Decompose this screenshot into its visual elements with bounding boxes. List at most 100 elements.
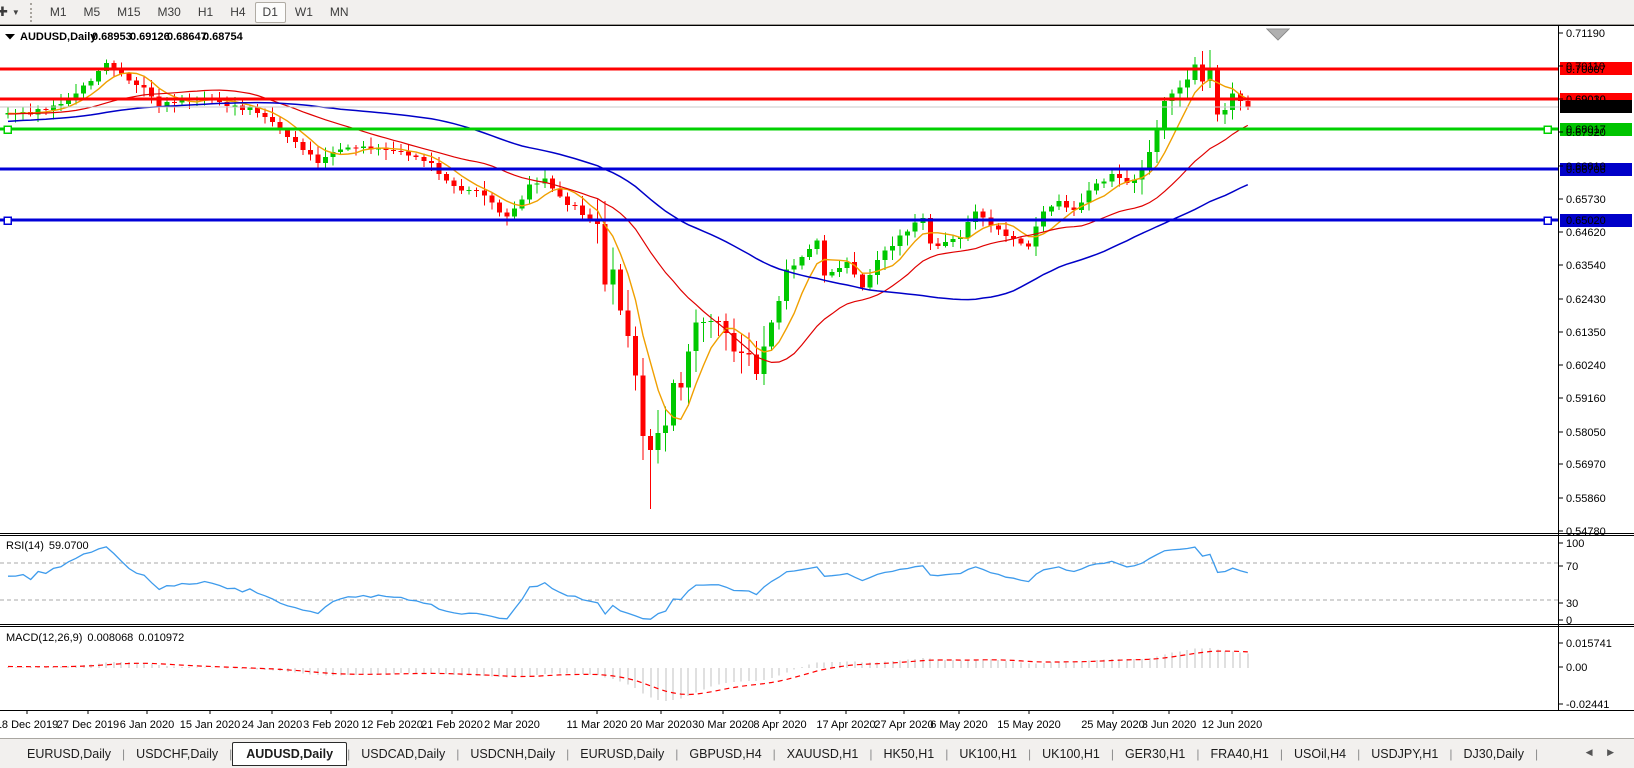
tab-separator: |	[566, 746, 570, 761]
tab-separator: |	[1449, 746, 1453, 761]
candle	[633, 336, 638, 376]
candle	[557, 188, 563, 197]
candle	[118, 67, 124, 74]
candle	[73, 93, 79, 99]
candle	[270, 117, 276, 123]
chart-collapse-icon[interactable]	[5, 34, 15, 40]
candle	[50, 105, 56, 110]
date-axis-label: 12 Feb 2020	[361, 719, 423, 731]
tab-separator: |	[675, 746, 679, 761]
candle	[1124, 178, 1130, 183]
timeframe-button-m30[interactable]: M30	[157, 4, 181, 19]
macd-signal-line	[7, 650, 1248, 696]
candle	[481, 190, 487, 196]
candle	[398, 151, 404, 152]
chart-tab-fra40-h1[interactable]: FRA40,H1	[1210, 746, 1269, 761]
chart-tab-hk50-h1[interactable]: HK50,H1	[883, 746, 935, 761]
candle	[323, 157, 328, 164]
chart-tab-gbpusd-h4[interactable]: GBPUSD,H4	[689, 746, 762, 761]
candle	[655, 433, 661, 450]
candle	[1169, 93, 1175, 101]
candle	[527, 184, 533, 200]
chart-tab-uk100-h1[interactable]: UK100,H1	[959, 746, 1017, 761]
candle	[716, 320, 722, 322]
tab-separator: |	[1028, 746, 1032, 761]
timeframe-button-m15[interactable]: M15	[117, 4, 141, 19]
candle	[617, 269, 623, 311]
timeframe-button-w1[interactable]: W1	[294, 4, 313, 19]
candle	[1011, 236, 1016, 239]
date-axis-label: 8 Apr 2020	[753, 719, 806, 731]
date-axis-label: 2 Mar 2020	[484, 719, 540, 731]
candle	[1109, 173, 1115, 182]
rsi-panel: 100 70 30 0	[0, 538, 1584, 627]
date-axis-label: 21 Feb 2020	[421, 719, 483, 731]
chart-tab-usdcnh-daily[interactable]: USDCNH,Daily	[470, 746, 556, 761]
chart-tab-audusd-daily[interactable]: AUDUSD,Daily	[232, 741, 348, 766]
date-axis-label: 15 Jan 2020	[180, 719, 241, 731]
chart-title-low: 0.68647	[167, 31, 207, 43]
tool-dropdown-caret-icon[interactable]: ▼	[11, 7, 20, 17]
candle	[277, 122, 283, 131]
tabs-scroll-nav: ◀ ▶	[1586, 747, 1620, 758]
price-badge-label: 0.68754	[1566, 102, 1606, 114]
timeframe-button-h4[interactable]: H4	[230, 4, 246, 19]
level-handle[interactable]	[3, 216, 12, 225]
candle	[874, 260, 880, 275]
chart-tab-usoil-h4[interactable]: USOil,H4	[1294, 746, 1347, 761]
candle	[1245, 100, 1251, 107]
chart-title-close: 0.68754	[203, 31, 244, 43]
chart-tab-usdchf-daily[interactable]: USDCHF,Daily	[136, 746, 219, 761]
candle	[345, 147, 351, 150]
candle	[428, 161, 434, 164]
candle	[882, 250, 888, 261]
candle	[103, 63, 109, 72]
chart-tab-uk100-h1[interactable]: UK100,H1	[1042, 746, 1100, 761]
panel-frames	[0, 25, 1634, 711]
level-handle[interactable]	[3, 125, 12, 134]
candle	[35, 108, 41, 115]
date-axis-label: 15 May 2020	[997, 719, 1061, 731]
timeframe-button-m5[interactable]: M5	[83, 4, 101, 19]
candle	[950, 239, 956, 242]
candle	[602, 223, 608, 285]
level-handle[interactable]	[1543, 125, 1552, 134]
candle	[1154, 129, 1160, 152]
candle	[1237, 93, 1243, 101]
price-badge-label: 0.65020	[1566, 215, 1606, 227]
candle	[1071, 207, 1077, 211]
tabs-scroll-left-icon[interactable]: ◀	[1585, 747, 1599, 757]
chart-tab-usdcad-daily[interactable]: USDCAD,Daily	[361, 746, 446, 761]
candle	[965, 222, 971, 238]
candle	[1048, 206, 1054, 212]
chart-shift-marker-icon[interactable]	[1265, 28, 1291, 41]
chart-tab-xauusd-h1[interactable]: XAUUSD,H1	[786, 746, 859, 761]
timeframe-button-h1[interactable]: H1	[197, 4, 214, 19]
candle	[701, 322, 706, 324]
candle	[859, 274, 865, 288]
timeframe-button-mn[interactable]: MN	[329, 4, 349, 19]
crosshair-tool-icon[interactable]: ✚	[0, 4, 8, 19]
price-axis-label: 0.54780	[1566, 526, 1606, 538]
price-axis-label: 0.59160	[1566, 393, 1606, 405]
timeframe-button-d1[interactable]: D1	[254, 1, 286, 23]
chart-tab-usdjpy-h1[interactable]: USDJPY,H1	[1371, 746, 1439, 761]
timeframe-button-m1[interactable]: M1	[49, 4, 67, 19]
chart-tab-dj30-daily[interactable]: DJ30,Daily	[1463, 746, 1524, 761]
candle	[1200, 64, 1205, 82]
price-badge-label: 0.70007	[1566, 64, 1606, 76]
toolbar-grip[interactable]	[29, 2, 32, 22]
price-badge	[1560, 163, 1632, 176]
date-axis-label: 6 Jan 2020	[120, 719, 174, 731]
chart-tab-eurusd-daily[interactable]: EURUSD,Daily	[27, 746, 112, 761]
candle	[474, 189, 480, 191]
tabs-scroll-right-icon[interactable]: ▶	[1607, 747, 1620, 757]
chart-window[interactable]: 0.700070.690100.687540.680170.667060.650…	[0, 25, 1634, 738]
level-handle[interactable]	[1543, 216, 1552, 225]
candle	[580, 205, 586, 215]
chart-tab-ger30-h1[interactable]: GER30,H1	[1124, 746, 1186, 761]
chart-tab-eurusd-daily[interactable]: EURUSD,Daily	[580, 746, 665, 761]
candle	[663, 425, 669, 434]
candle	[912, 222, 918, 232]
candle	[504, 212, 510, 217]
